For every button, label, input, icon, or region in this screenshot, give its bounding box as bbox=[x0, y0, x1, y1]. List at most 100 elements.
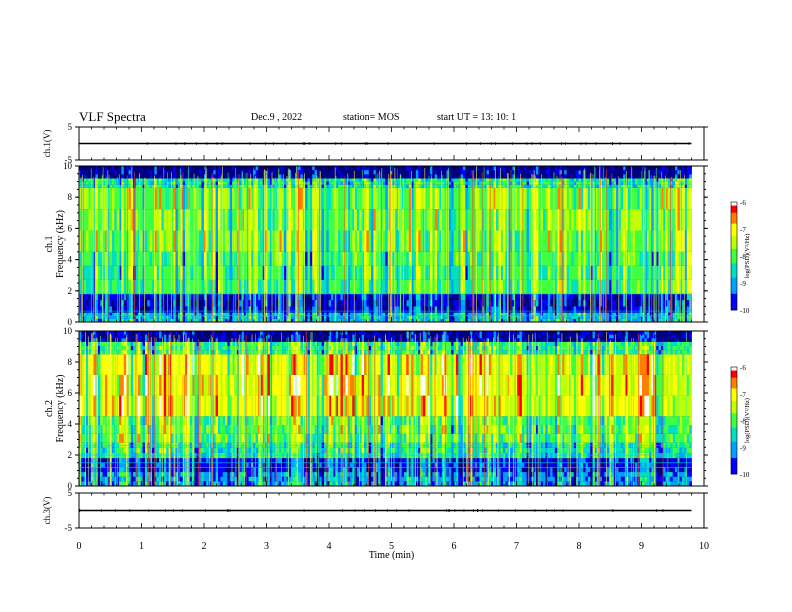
spectrogram-cell bbox=[347, 178, 351, 182]
spectrogram-cell bbox=[684, 181, 688, 185]
spectrogram-cell bbox=[394, 251, 398, 266]
spectrogram-cell bbox=[347, 170, 351, 175]
spectrogram-cell bbox=[646, 312, 650, 316]
spectrogram-cell bbox=[510, 279, 513, 294]
spectrogram-cell bbox=[550, 265, 553, 280]
spectrogram-cell bbox=[599, 230, 603, 252]
spectrogram-cell bbox=[316, 279, 320, 294]
spectrogram-cell bbox=[163, 166, 167, 171]
spectrogram-cell bbox=[104, 174, 108, 179]
spectrogram-cell bbox=[335, 184, 339, 188]
spectrogram-cell bbox=[192, 306, 195, 313]
spectrogram-cell bbox=[408, 209, 412, 231]
spectrogram-cell bbox=[594, 300, 598, 307]
spectrogram-cell bbox=[620, 312, 624, 316]
spectrogram-cell bbox=[517, 187, 520, 210]
spectrogram-cell bbox=[616, 181, 619, 185]
spectrogram-cell bbox=[364, 265, 367, 280]
spectrogram-cell bbox=[154, 251, 158, 266]
spectrogram-cell bbox=[543, 166, 546, 171]
spectrogram-cell bbox=[364, 187, 367, 210]
spectrogram-cell bbox=[142, 174, 146, 179]
spectrogram-cell bbox=[338, 230, 341, 252]
spectrogram-cell bbox=[524, 187, 527, 210]
spectrogram-cell bbox=[503, 318, 506, 322]
spectrogram-cell bbox=[359, 306, 363, 313]
spectrogram-cell bbox=[439, 184, 443, 188]
spectrogram-cell bbox=[321, 279, 325, 294]
spectrogram-cell bbox=[637, 209, 641, 231]
spectrogram-cell bbox=[269, 230, 273, 252]
spectrogram-cell bbox=[465, 312, 469, 316]
spectrogram-cell bbox=[401, 318, 405, 322]
spectrogram-cell bbox=[354, 265, 358, 280]
spectrogram-cell bbox=[281, 279, 285, 294]
spectrogram-cell bbox=[408, 184, 412, 188]
spectrogram-cell bbox=[366, 251, 370, 266]
spectrogram-cell bbox=[321, 184, 325, 188]
spectrogram-cell bbox=[550, 230, 553, 252]
spectrogram-cell bbox=[540, 187, 544, 210]
spectrogram-cell bbox=[684, 293, 688, 301]
spectrogram-cell bbox=[213, 312, 217, 316]
spectrogram-cell bbox=[243, 230, 247, 252]
spectrogram-cell bbox=[634, 300, 638, 307]
spectrogram-cell bbox=[293, 300, 297, 307]
spectrogram-cell bbox=[439, 315, 443, 319]
spectrogram-cell bbox=[486, 174, 490, 179]
spectrogram-cell bbox=[660, 300, 664, 307]
spectrogram-cell bbox=[248, 300, 252, 307]
spectrogram-cell bbox=[545, 318, 549, 322]
spectrogram-cell bbox=[415, 174, 419, 179]
spectrogram-cell bbox=[488, 170, 492, 175]
spectrogram-cell bbox=[359, 187, 363, 210]
spectrogram-cell bbox=[677, 300, 681, 307]
spectrogram-cell bbox=[208, 300, 212, 307]
spectrogram-cell bbox=[95, 174, 99, 179]
spectrogram-cell bbox=[649, 265, 652, 280]
spectrogram-cell bbox=[293, 181, 297, 185]
spectrogram-cell bbox=[684, 174, 688, 179]
spectrogram-cell bbox=[677, 251, 681, 266]
spectrogram-cell bbox=[180, 312, 184, 316]
spectrogram-cell bbox=[250, 184, 254, 188]
spectrogram-cell bbox=[479, 184, 483, 188]
spectrogram-cell bbox=[646, 279, 650, 294]
spectrogram-cell bbox=[401, 312, 405, 316]
spectrogram-cell bbox=[585, 209, 589, 231]
spectrogram-cell bbox=[335, 187, 339, 210]
spectrogram-cell bbox=[401, 174, 405, 179]
spectrogram-cell bbox=[564, 293, 568, 301]
spectrogram-cell bbox=[564, 174, 568, 179]
spectrogram-cell bbox=[142, 318, 146, 322]
spectrogram-cell bbox=[437, 279, 440, 294]
spectrogram-cell bbox=[274, 174, 278, 179]
spectrogram-cell bbox=[566, 174, 570, 179]
spectrogram-cell bbox=[484, 315, 487, 319]
spectrogram-cell bbox=[168, 315, 172, 319]
spectrogram-cell bbox=[119, 181, 122, 185]
spectrogram-cell bbox=[225, 230, 228, 252]
spectrogram-cell bbox=[470, 230, 473, 252]
spectrogram-cell bbox=[314, 209, 318, 231]
spectrogram-cell bbox=[474, 300, 478, 307]
spectrogram-cell bbox=[217, 306, 221, 313]
spectrogram-cell bbox=[368, 306, 372, 313]
spectrogram-cell bbox=[686, 230, 690, 252]
spectrogram-cell bbox=[217, 293, 221, 301]
spectrogram-cell bbox=[510, 209, 513, 231]
spectrogram-cell bbox=[422, 318, 426, 322]
spectrogram-cell bbox=[255, 312, 259, 316]
spectrogram-cell bbox=[371, 312, 374, 316]
spectrogram-cell bbox=[566, 184, 570, 188]
spectrogram-cell bbox=[241, 170, 245, 175]
spectrogram-cell bbox=[573, 166, 577, 171]
spectrogram-cell bbox=[199, 166, 202, 171]
spectrogram-cell bbox=[227, 251, 231, 266]
spectrogram-cell bbox=[422, 251, 426, 266]
spectrogram-cell bbox=[279, 174, 282, 179]
spectrogram-cell bbox=[404, 300, 407, 307]
spectrogram-cell bbox=[119, 279, 122, 294]
spectrogram-cell bbox=[623, 315, 626, 319]
spectrogram-cell bbox=[587, 306, 591, 313]
